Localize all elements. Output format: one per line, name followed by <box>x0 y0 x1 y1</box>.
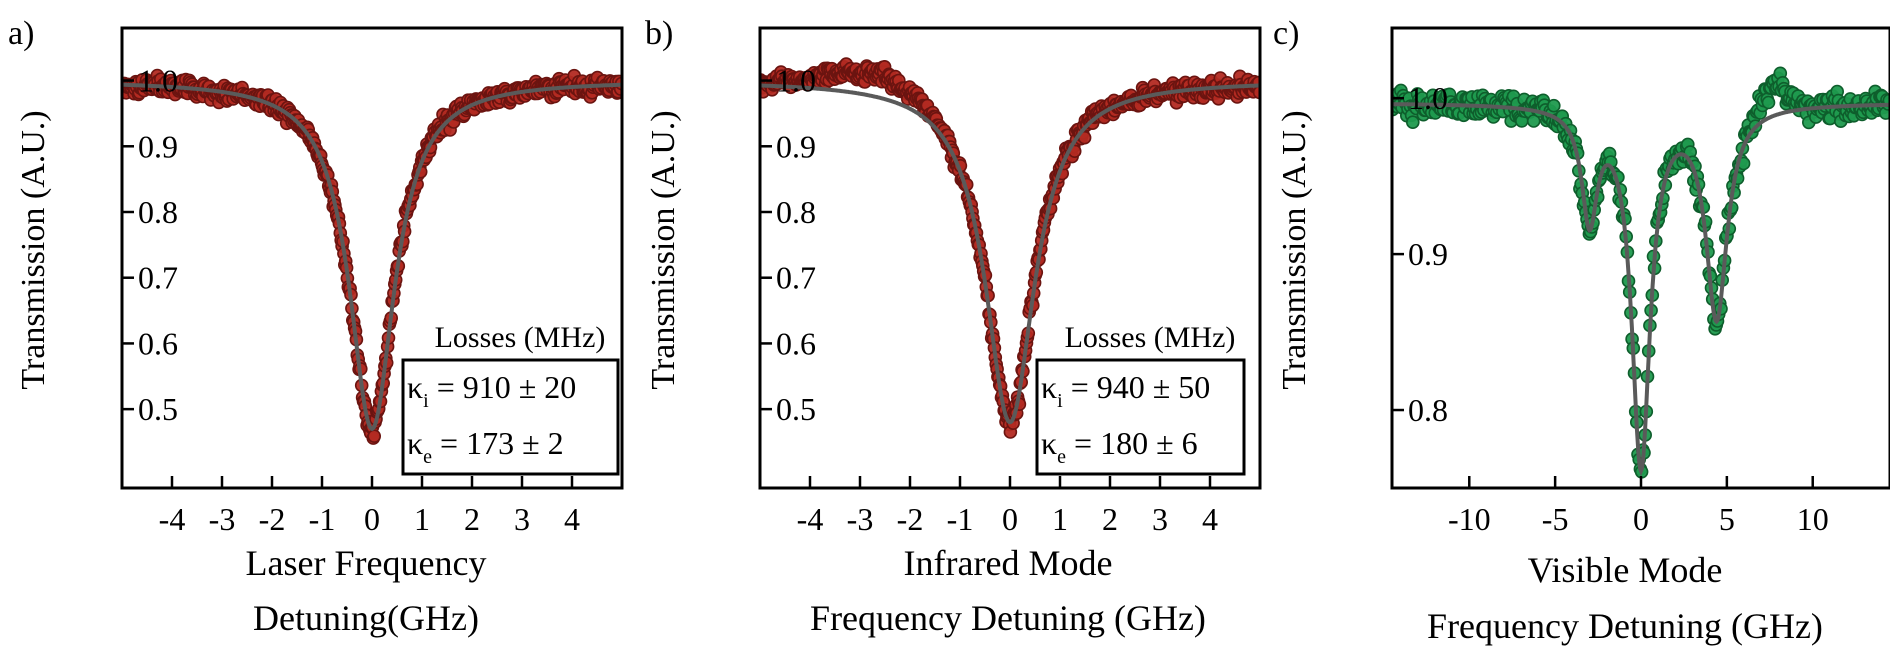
x-tick-label: -1 <box>947 501 974 537</box>
losses-title: Losses (MHz) <box>435 321 606 354</box>
losses-box <box>401 358 620 476</box>
y-axis-label: Transmission (A.U.) <box>645 110 682 389</box>
y-tick-label: 0.8 <box>1408 392 1448 428</box>
kappa-i-text: κi = 940 ± 50 <box>1041 369 1210 412</box>
x-axis-label-line2: Detuning(GHz) <box>253 598 479 638</box>
x-axis-label-line1: Laser Frequency <box>246 543 487 583</box>
y-tick-label: 1.0 <box>776 63 816 99</box>
x-tick-label: 1 <box>1052 501 1068 537</box>
x-tick-label: 4 <box>1202 501 1218 537</box>
x-axis-label-line2: Frequency Detuning (GHz) <box>1427 606 1823 646</box>
panel-label: b) <box>645 15 673 52</box>
panel-label: a) <box>8 15 34 52</box>
x-tick-label: 3 <box>514 501 530 537</box>
x-tick-label: 2 <box>464 501 480 537</box>
x-tick-label: 10 <box>1797 501 1829 537</box>
x-tick-label: -4 <box>159 501 186 537</box>
panel-b: -4 -3 -2 -1 0 1 2 3 4 0.5 0.6 0.7 0.8 0.9 1.0 b) Transm… <box>645 15 1262 638</box>
x-tick-label: 0 <box>1002 501 1018 537</box>
fit-curve <box>1392 102 1890 477</box>
x-tick-label: -3 <box>209 501 236 537</box>
x-tick-label: -1 <box>309 501 336 537</box>
y-tick-label: 0.6 <box>776 325 816 361</box>
kappa-e-text: κe = 180 ± 6 <box>1041 425 1198 468</box>
x-tick-label: -4 <box>797 501 824 537</box>
panel-label: c) <box>1273 15 1299 52</box>
panel-c: -10 -5 0 5 10 0.8 0.9 1.0 c) Transmission (A.U.)… <box>1273 15 1890 646</box>
losses-title: Losses (MHz) <box>1065 321 1236 354</box>
x-tick-label: -2 <box>259 501 286 537</box>
x-axis-label-line2: Frequency Detuning (GHz) <box>810 598 1206 638</box>
y-tick-label: 1.0 <box>138 63 178 99</box>
y-tick-label: 0.8 <box>138 194 178 230</box>
data-point <box>1406 115 1420 129</box>
x-axis-label-line1: Infrared Mode <box>904 543 1113 583</box>
y-axis-label: Transmission (A.U.) <box>1276 110 1313 389</box>
data-points <box>1392 66 1890 479</box>
data-point <box>1547 98 1561 113</box>
fit-curve <box>760 83 1260 425</box>
y-tick-label: 0.7 <box>776 260 816 296</box>
y-tick-label: 0.9 <box>776 128 816 164</box>
y-tick-label: 0.6 <box>138 325 178 361</box>
x-axis-label-line1: Visible Mode <box>1528 550 1723 590</box>
kappa-e-text: κe = 173 ± 2 <box>407 425 564 468</box>
y-tick-label: 0.9 <box>1408 236 1448 272</box>
y-tick-label: 0.5 <box>776 391 816 427</box>
y-tick-label: 0.8 <box>776 194 816 230</box>
x-tick-label: -5 <box>1542 501 1569 537</box>
x-tick-label: 3 <box>1152 501 1168 537</box>
losses-box <box>1035 358 1246 476</box>
data-point <box>1761 95 1776 110</box>
x-tick-label: -10 <box>1448 501 1491 537</box>
x-tick-label: 2 <box>1102 501 1118 537</box>
panel-a: -4 -3 -2 -1 0 1 2 3 4 0.5 0.6 0.7 0.8 0.9 1.0 a) Transm… <box>8 15 624 638</box>
y-axis-label: Transmission (A.U.) <box>15 110 52 389</box>
x-tick-label: 0 <box>364 501 380 537</box>
x-tick-label: 1 <box>414 501 430 537</box>
y-tick-label: 0.9 <box>138 128 178 164</box>
x-tick-label: -2 <box>897 501 924 537</box>
y-tick-label: 0.5 <box>138 391 178 427</box>
fit-curve <box>122 82 622 432</box>
x-tick-label: -3 <box>847 501 874 537</box>
y-tick-label: 0.7 <box>138 260 178 296</box>
data-point <box>367 429 382 444</box>
x-tick-label: 4 <box>564 501 580 537</box>
kappa-i-text: κi = 910 ± 20 <box>407 369 576 412</box>
y-tick-label: 1.0 <box>1408 80 1448 116</box>
x-tick-label: 5 <box>1719 501 1735 537</box>
x-tick-label: 0 <box>1633 501 1649 537</box>
